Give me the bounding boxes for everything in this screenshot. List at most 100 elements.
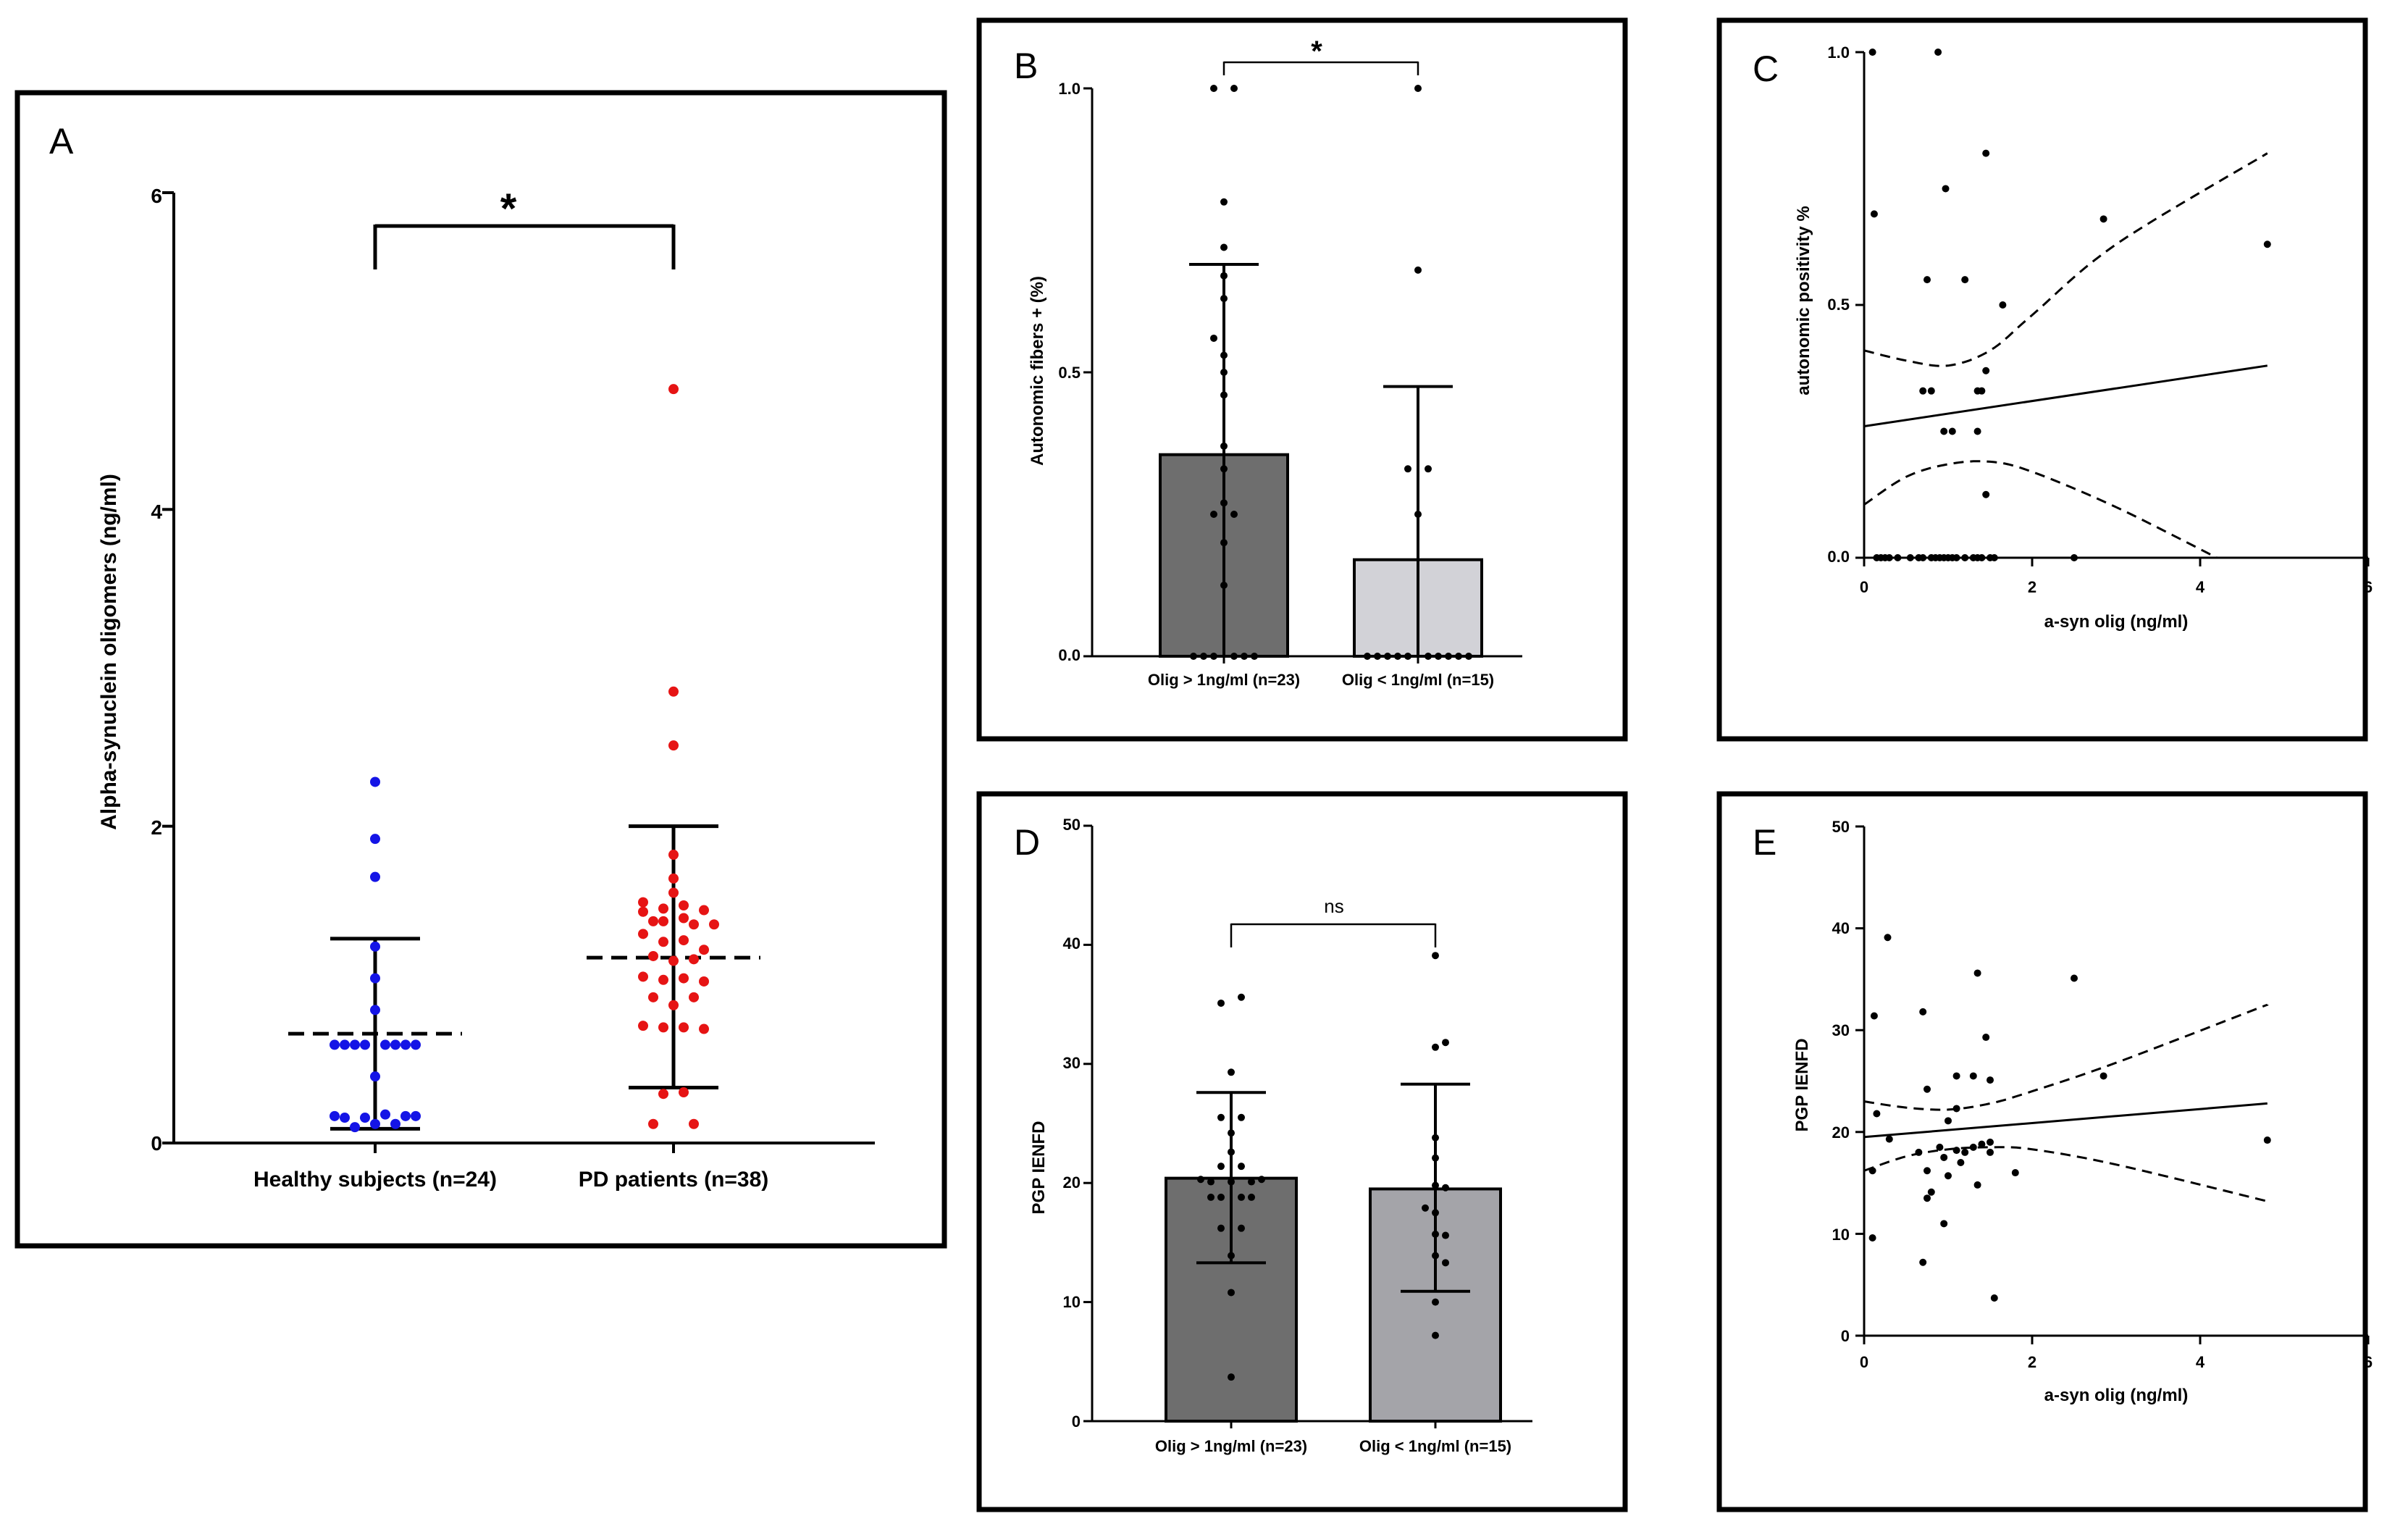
panel-a-point-0-18	[380, 1109, 390, 1120]
panel-a-point-1-14	[689, 919, 699, 930]
panel-e-ci-lower	[1863, 1146, 2268, 1202]
panel-e-point-16	[1924, 1167, 1931, 1175]
panel-d-point-0-5	[1228, 1129, 1235, 1137]
panel-d-point-0-22	[1228, 1373, 1235, 1381]
panel-a-ytick-2: 2	[151, 816, 162, 839]
panel-c-point-34	[1961, 554, 1969, 561]
panel-b-point-0-21	[1241, 653, 1248, 660]
panel-b-point-1-9	[1404, 653, 1411, 660]
panel-e-point-19	[1952, 1147, 1960, 1155]
panel-d-ytick-40: 40	[1063, 934, 1081, 952]
panel-a-point-1-6	[638, 897, 648, 908]
panel-d-significance: ns	[1324, 895, 1343, 917]
panel-a-point-1-29	[689, 992, 699, 1002]
panel-b-point-1-13	[1455, 653, 1462, 660]
panel-b-point-0-20	[1230, 653, 1238, 660]
panel-b-point-1-11	[1435, 653, 1442, 660]
panel-e-point-33	[1940, 1220, 1948, 1228]
panel-d-point-0-1	[1238, 993, 1245, 1001]
panel-d-ylabel: PGP IENFD	[1029, 1121, 1049, 1215]
panel-a-point-0-2	[370, 871, 380, 882]
panel-e-point-24	[1987, 1148, 1994, 1156]
panel-a-plot	[162, 191, 875, 1153]
panel-e-point-7	[1952, 1072, 1960, 1080]
panel-e-point-3	[1870, 1012, 1878, 1020]
panel-b-point-1-0	[1414, 85, 1422, 92]
panel-e-point-29	[1924, 1194, 1931, 1202]
panel-e-point-36	[2263, 1136, 2271, 1144]
panel-c-point-0	[1868, 49, 1876, 56]
panel-b-point-1-7	[1384, 653, 1391, 660]
panel-a-point-1-0	[668, 384, 679, 395]
panel-a-point-1-8	[679, 900, 689, 910]
panel-d-point-1-0	[1432, 952, 1439, 960]
panel-b-point-0-9	[1220, 391, 1228, 399]
panel-c-point-17	[1973, 427, 1981, 435]
panel-a-point-1-11	[648, 916, 658, 926]
panel-a-category-pd: PD patients (n=38)	[579, 1168, 769, 1192]
panel-e-ytick-30: 30	[1832, 1021, 1850, 1039]
panel-a-point-1-37	[689, 1118, 699, 1129]
panel-d-point-0-6	[1228, 1148, 1235, 1156]
panel-a-point-0-3	[370, 941, 380, 952]
panel-c-regression-line	[1863, 364, 2268, 427]
panel-d-point-0-21	[1228, 1289, 1235, 1297]
panel-b-point-0-18	[1200, 653, 1207, 660]
panel-a-point-1-21	[668, 955, 679, 966]
panel-d-point-0-14	[1207, 1193, 1215, 1201]
panel-c-point-13	[1982, 367, 1990, 374]
panel-a-point-0-1	[370, 834, 380, 845]
panel-b-point-0-1	[1230, 85, 1238, 92]
panel-e-xtick-4: 4	[2196, 1353, 2205, 1371]
panel-d-point-0-18	[1217, 1224, 1225, 1232]
panel-d-ytick-10: 10	[1063, 1293, 1081, 1311]
panel-e-ytick-10: 10	[1832, 1226, 1850, 1244]
panel-a-label: A	[49, 121, 74, 162]
panel-a-point-1-24	[658, 974, 668, 985]
panel-e-point-30	[1957, 1158, 1965, 1166]
panel-c-point-24	[1906, 554, 1914, 561]
panel-b-point-0-7	[1220, 351, 1228, 359]
panel-d-point-1-12	[1442, 1259, 1449, 1267]
panel-a-significance: *	[500, 185, 517, 233]
panel-c-point-16	[1948, 427, 1956, 435]
panel-a-point-1-22	[689, 954, 699, 965]
panel-e-point-20	[1961, 1148, 1969, 1156]
panel-d-point-0-19	[1238, 1224, 1245, 1232]
panel-c-point-8	[2263, 240, 2271, 248]
panel-a-point-0-23	[390, 1118, 400, 1129]
panel-a-point-0-10	[380, 1039, 390, 1050]
panel-a-point-0-9	[360, 1039, 370, 1050]
panel-b-point-0-15	[1220, 539, 1228, 547]
panel-b-point-0-5	[1220, 295, 1228, 303]
panel-d-point-0-10	[1207, 1178, 1215, 1186]
panel-d-ytick-0: 0	[1072, 1412, 1081, 1431]
panel-c-ci-lower	[1863, 460, 2218, 559]
panel-c-point-14	[1978, 387, 1986, 395]
panel-a-point-1-3	[668, 850, 679, 861]
panel-c-xtick-2: 2	[2028, 578, 2036, 596]
panel-e-point-13	[1945, 1117, 1952, 1125]
panel-b-point-0-2	[1220, 198, 1228, 206]
panel-d-point-0-2	[1228, 1068, 1235, 1076]
panel-a-ytick-0: 0	[151, 1132, 162, 1155]
panel-a-point-0-17	[360, 1113, 370, 1123]
panel-c-point-10	[1919, 387, 1927, 395]
panel-e-point-10	[1924, 1085, 1931, 1093]
panel-a-point-1-20	[648, 950, 658, 961]
panel-e-point-26	[2011, 1169, 2019, 1177]
panel-e-point-18	[1936, 1143, 1944, 1151]
panel-c-point-39	[1990, 554, 1998, 561]
panel-a-point-1-12	[658, 916, 668, 926]
panel-c-point-6	[1961, 276, 1969, 284]
panel-c-ytick-1: 1.0	[1827, 43, 1850, 62]
panel-c-point-11	[1927, 387, 1935, 395]
panel-b-label: B	[1014, 46, 1038, 86]
panel-b-point-0-19	[1210, 653, 1217, 660]
panel-d-ytick-20: 20	[1063, 1173, 1081, 1192]
panel-b-point-1-14	[1465, 653, 1472, 660]
panel-c-point-37	[1978, 554, 1986, 561]
panel-b-point-1-5	[1364, 653, 1371, 660]
panel-d-point-1-14	[1432, 1331, 1439, 1339]
panel-a-point-0-20	[411, 1110, 421, 1121]
